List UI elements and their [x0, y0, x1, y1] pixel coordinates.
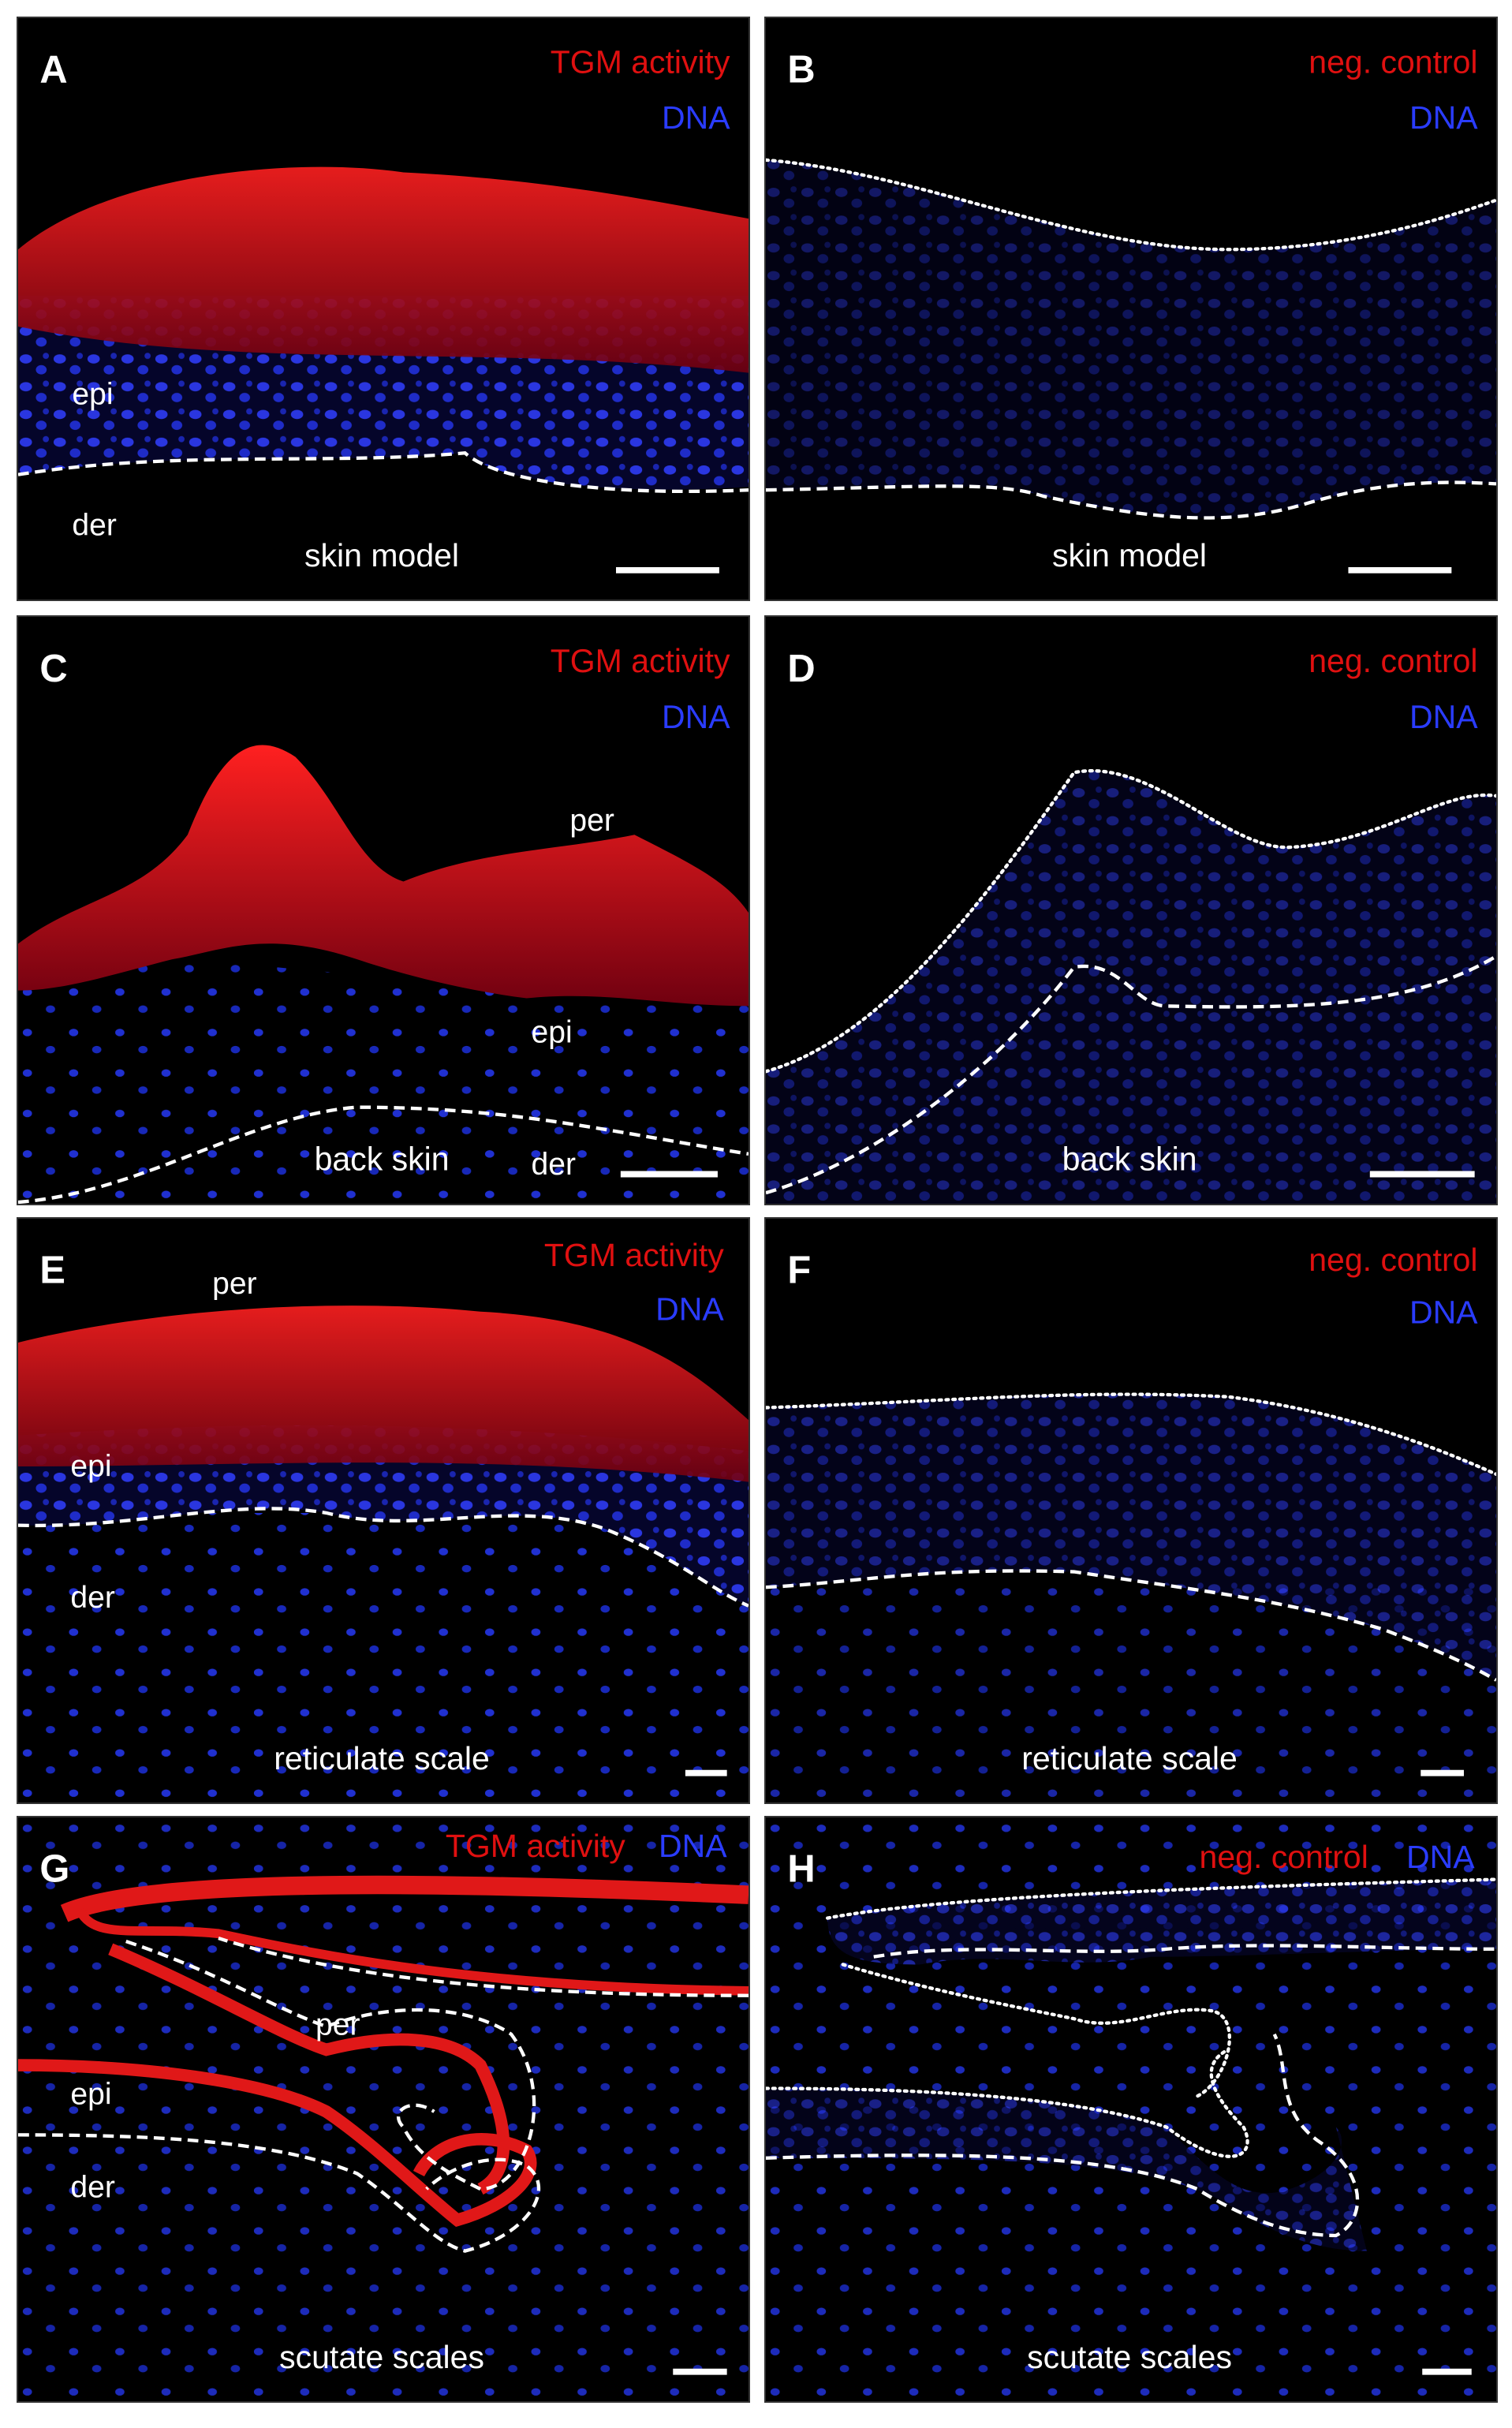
tissue-label: der	[72, 508, 116, 542]
nuclei-region	[18, 1512, 749, 1802]
tissue-label: epi	[70, 2078, 111, 2112]
micrograph: A TGM activity DNA epi der skin model	[18, 18, 749, 600]
dotted-boundary	[766, 158, 1496, 252]
dna-label: DNA	[662, 99, 730, 136]
dashed-boundary	[18, 2133, 541, 2253]
tgm-signal	[75, 1907, 749, 1996]
micrograph: E TGM activity DNA per epi der reticulate scal…	[18, 1219, 749, 1802]
nuclei-region	[766, 1394, 1496, 1680]
caption: skin model	[304, 537, 459, 573]
stain-label: TGM activity	[446, 1828, 625, 1864]
caption: scutate scales	[1027, 2339, 1232, 2375]
micrograph: G TGM activity DNA epi per der scutate scales	[18, 1817, 749, 2401]
tgm-signal	[18, 2059, 537, 2228]
dna-label: DNA	[1406, 1839, 1475, 1875]
tissue-label: der	[532, 1147, 576, 1182]
stain-label: neg. control	[1309, 643, 1477, 679]
caption: scutate scales	[279, 2339, 484, 2375]
tissue-label: epi	[70, 1449, 111, 1483]
tgm-signal	[18, 166, 749, 373]
stain-label: neg. control	[1309, 1242, 1477, 1278]
tissue-label: der	[70, 1581, 114, 1615]
panel-letter: C	[39, 648, 67, 690]
caption: reticulate scale	[1021, 1740, 1238, 1776]
micrograph-panel: G TGM activity DNA epi per der scutate scales	[17, 1816, 750, 2403]
tissue-label: per	[569, 803, 614, 838]
stain-label: TGM activity	[544, 1237, 724, 1273]
panel-letter: D	[787, 648, 815, 690]
caption: skin model	[1052, 537, 1207, 573]
nuclei-region	[766, 2088, 1367, 2251]
micrograph-panel: C TGM activity DNA per epi der back skin	[17, 615, 750, 1205]
tgm-signal	[60, 1875, 749, 1922]
nuclei-region	[18, 1817, 749, 2401]
panel-letter: E	[39, 1249, 65, 1292]
dna-label: DNA	[659, 1828, 727, 1864]
dashed-boundary	[218, 1937, 749, 1997]
dna-label: DNA	[662, 699, 730, 735]
dashed-boundary	[766, 2033, 1360, 2238]
tissue-label: epi	[72, 377, 113, 411]
dashed-boundary	[18, 1507, 749, 1608]
caption: back skin	[1062, 1141, 1197, 1177]
stain-label: neg. control	[1200, 1839, 1368, 1875]
dotted-boundary	[766, 1392, 1496, 1477]
micrograph-panel: A TGM activity DNA epi der skin model	[17, 17, 750, 601]
dna-label: DNA	[1409, 99, 1478, 136]
dna-label: DNA	[655, 1291, 724, 1328]
micrograph: C TGM activity DNA per epi der back skin	[18, 617, 749, 1204]
dashed-boundary	[766, 480, 1496, 520]
dotted-boundary	[825, 1877, 1496, 1920]
dashed-boundary	[766, 954, 1496, 1195]
panel-letter: G	[39, 1848, 69, 1891]
dna-label: DNA	[1409, 1294, 1478, 1330]
panel-letter: B	[787, 48, 815, 91]
dashed-boundary	[18, 1105, 749, 1204]
nuclei-region	[18, 928, 749, 1204]
dashed-boundary	[125, 1939, 536, 2191]
panel-letter: A	[39, 48, 67, 91]
stain-label: neg. control	[1309, 43, 1477, 80]
caption: back skin	[315, 1141, 450, 1177]
stain-label: TGM activity	[551, 43, 730, 80]
dotted-boundary	[766, 769, 1496, 1074]
tissue-label: epi	[532, 1014, 573, 1049]
nuclei-region	[766, 1587, 1496, 1802]
tgm-signal	[18, 745, 749, 1007]
dashed-boundary	[18, 451, 749, 494]
panel-letter: H	[787, 1848, 815, 1891]
dashed-boundary	[873, 1944, 1496, 1959]
dotted-boundary	[766, 2048, 1249, 2158]
tissue-label: der	[70, 2170, 114, 2204]
nuclei-region	[766, 1817, 1496, 2401]
nuclei-region	[766, 159, 1496, 518]
stain-label: TGM activity	[551, 643, 730, 679]
dna-label: DNA	[1409, 699, 1478, 735]
tissue-label: per	[315, 2008, 360, 2041]
nuclei-region	[18, 1425, 749, 1606]
dotted-boundary	[841, 1963, 1231, 2098]
caption: reticulate scale	[274, 1740, 490, 1776]
panel-letter: F	[787, 1249, 811, 1292]
micrograph-panel: E TGM activity DNA per epi der reticulate scal…	[17, 1217, 750, 1804]
tgm-signal	[18, 1306, 749, 1482]
tissue-label: per	[212, 1267, 256, 1301]
